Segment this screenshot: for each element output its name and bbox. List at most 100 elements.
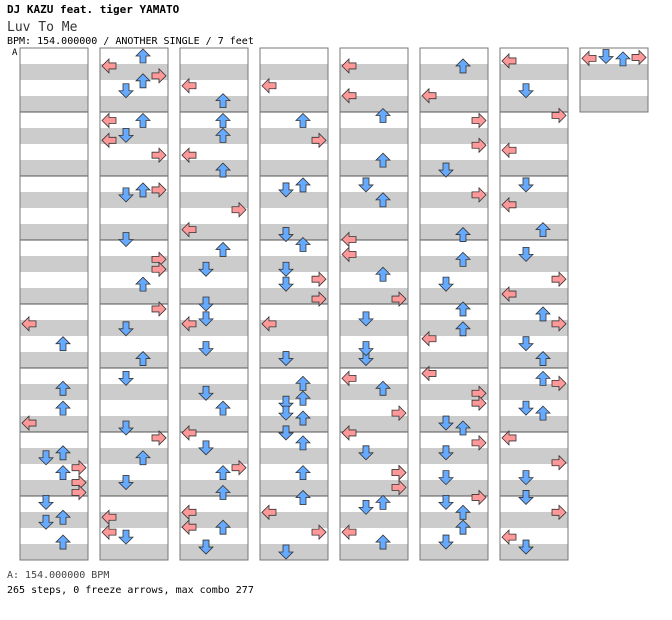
- step-arrow-left: [181, 221, 197, 238]
- step-arrow-up: [375, 152, 391, 168]
- step-arrow-right: [631, 49, 647, 66]
- song-artist: DJ KAZU feat. tiger YAMATO: [7, 3, 180, 16]
- measure-stripe: [500, 512, 568, 528]
- measure-stripe: [180, 160, 248, 176]
- measure-stripe: [260, 416, 328, 432]
- step-arrow-down: [438, 162, 454, 178]
- step-arrow-down: [118, 232, 134, 248]
- column-border: [99, 47, 169, 561]
- step-arrow-up: [55, 445, 71, 461]
- step-arrow-up: [215, 519, 231, 535]
- measure-stripe: [100, 512, 168, 528]
- measure-stripe: [20, 352, 88, 368]
- step-arrow-up: [455, 301, 471, 317]
- step-arrow-up: [215, 400, 231, 416]
- step-arrow-right: [471, 434, 487, 451]
- chart-column: [339, 47, 409, 561]
- step-arrow-down: [198, 385, 214, 401]
- step-arrow-up: [455, 58, 471, 74]
- step-arrow-right: [391, 464, 407, 481]
- step-arrow-up: [455, 420, 471, 436]
- measure-stripe: [180, 96, 248, 112]
- step-arrow-right: [551, 315, 567, 332]
- step-arrow-down: [518, 470, 534, 486]
- step-arrow-down: [118, 321, 134, 337]
- measure-stripe: [580, 64, 648, 80]
- measure-stripe: [340, 288, 408, 304]
- step-arrow-up: [215, 465, 231, 481]
- step-arrow-up: [135, 112, 151, 128]
- step-arrow-up: [55, 534, 71, 550]
- measure-stripe: [180, 544, 248, 560]
- step-arrow-down: [118, 127, 134, 143]
- step-arrow-down: [278, 351, 294, 367]
- measure-stripe: [420, 320, 488, 336]
- step-arrow-up: [535, 405, 551, 421]
- step-arrow-left: [181, 77, 197, 94]
- step-arrow-down: [278, 276, 294, 292]
- step-arrow-down: [518, 177, 534, 193]
- step-arrow-up: [535, 306, 551, 322]
- column-border: [19, 47, 89, 561]
- measure-stripe: [20, 256, 88, 272]
- step-arrow-left: [501, 529, 517, 546]
- step-arrow-left: [501, 52, 517, 69]
- step-arrow-up: [375, 494, 391, 510]
- measure-stripe: [500, 416, 568, 432]
- measure-stripe: [500, 544, 568, 560]
- step-arrow-up: [295, 390, 311, 406]
- measure-stripe: [180, 288, 248, 304]
- step-arrow-right: [151, 261, 167, 278]
- step-arrow-up: [375, 380, 391, 396]
- step-arrow-up: [295, 465, 311, 481]
- step-arrow-down: [518, 246, 534, 262]
- measure-stripe: [20, 384, 88, 400]
- step-arrow-down: [358, 311, 374, 327]
- measure-stripe: [500, 384, 568, 400]
- song-title: Luv To Me: [7, 20, 78, 35]
- measure-stripe: [420, 544, 488, 560]
- step-arrow-up: [535, 222, 551, 238]
- measure-stripe: [180, 64, 248, 80]
- measure-stripe: [260, 224, 328, 240]
- chart-column: [499, 47, 569, 561]
- step-arrow-down: [358, 499, 374, 515]
- step-arrow-up: [295, 410, 311, 426]
- chart-column: [179, 47, 249, 561]
- step-arrow-down: [198, 440, 214, 456]
- step-arrow-left: [421, 87, 437, 104]
- measure-stripe: [20, 128, 88, 144]
- step-arrow-left: [261, 504, 277, 521]
- step-arrow-up: [295, 435, 311, 451]
- step-arrow-up: [135, 182, 151, 198]
- chart-column: [19, 47, 89, 561]
- step-arrow-right: [311, 524, 327, 541]
- step-arrow-down: [118, 187, 134, 203]
- measure-stripe: [100, 448, 168, 464]
- step-arrow-left: [341, 424, 357, 441]
- step-arrow-down: [38, 450, 54, 466]
- step-arrow-down: [518, 83, 534, 99]
- step-arrow-down: [438, 415, 454, 431]
- measure-stripe: [420, 416, 488, 432]
- step-arrow-left: [21, 315, 37, 332]
- measure-stripe: [100, 64, 168, 80]
- step-arrow-up: [135, 48, 151, 64]
- column-border: [579, 47, 649, 113]
- step-arrow-left: [181, 315, 197, 332]
- step-arrow-up: [135, 73, 151, 89]
- step-arrow-down: [518, 336, 534, 352]
- footer-stats: 265 steps, 0 freeze arrows, max combo 27…: [7, 585, 254, 596]
- step-arrow-down: [518, 400, 534, 416]
- step-arrow-up: [455, 321, 471, 337]
- step-arrow-up: [535, 370, 551, 386]
- measure-stripe: [20, 96, 88, 112]
- measure-stripe: [420, 352, 488, 368]
- footer-bpm-line: A: 154.000000 BPM: [7, 570, 110, 581]
- step-arrow-left: [341, 246, 357, 263]
- measure-stripe: [500, 320, 568, 336]
- measure-stripe: [180, 128, 248, 144]
- step-arrow-right: [311, 291, 327, 308]
- step-arrow-down: [518, 490, 534, 506]
- measure-stripe: [260, 160, 328, 176]
